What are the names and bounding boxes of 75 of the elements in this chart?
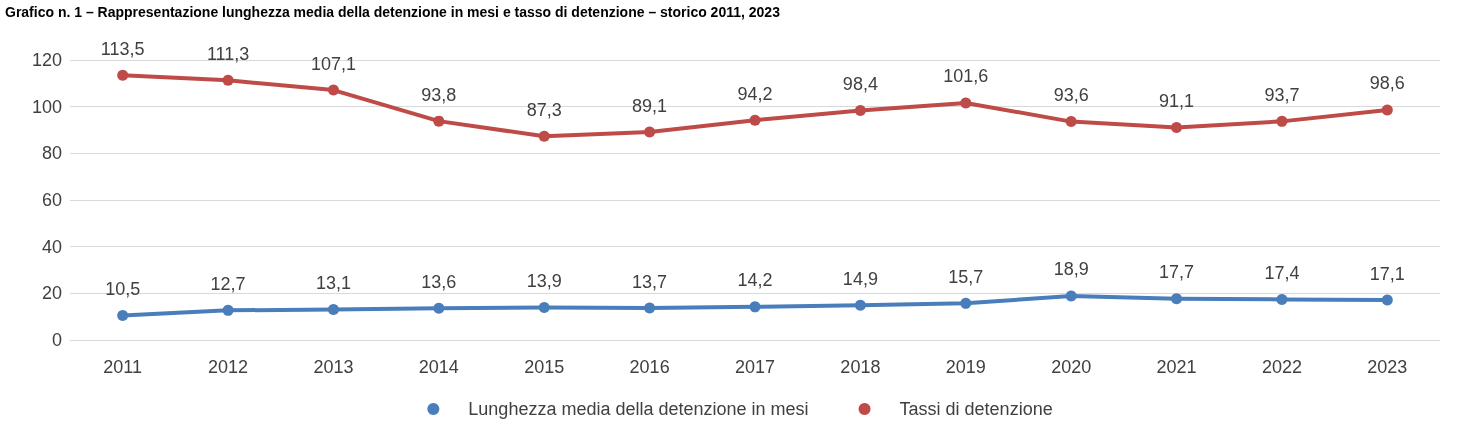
- point: [433, 115, 445, 127]
- data-label: 98,6: [1369, 73, 1405, 94]
- point: [1381, 104, 1393, 116]
- point: [222, 304, 234, 316]
- point: [117, 69, 129, 81]
- data-label: 93,8: [421, 84, 457, 105]
- data-label: 17,1: [1369, 263, 1405, 284]
- y-tick-label: 60: [41, 190, 62, 210]
- x-tick-label: 2012: [208, 357, 249, 377]
- point: [960, 97, 972, 109]
- y-tick-label: 0: [51, 330, 62, 350]
- point: [854, 104, 866, 116]
- x-tick-label: 2018: [840, 357, 881, 377]
- point: [327, 84, 339, 96]
- data-label: 107,1: [310, 53, 356, 74]
- point: [327, 303, 339, 315]
- y-tick-label: 120: [31, 50, 62, 70]
- legend-label: Tassi di detenzione: [899, 399, 1053, 419]
- point: [644, 126, 656, 138]
- point: [1276, 293, 1288, 305]
- point: [433, 302, 445, 314]
- data-label: 93,7: [1264, 84, 1300, 105]
- data-label: 15,7: [948, 266, 984, 287]
- data-label: 17,4: [1264, 262, 1300, 283]
- y-tick-label: 80: [41, 143, 62, 164]
- data-label: 14,2: [737, 270, 773, 291]
- point: [1276, 115, 1288, 127]
- x-tick-label: 2013: [313, 357, 354, 377]
- data-label: 111,3: [206, 43, 250, 64]
- point: [1065, 116, 1077, 128]
- x-tick-label: 2017: [734, 357, 776, 377]
- point: [854, 299, 866, 311]
- data-label: 14,9: [842, 268, 878, 289]
- data-label: 12,7: [210, 273, 246, 294]
- data-label: 13,6: [421, 271, 457, 292]
- x-tick-label: 2022: [1261, 357, 1302, 377]
- point: [1171, 121, 1183, 133]
- x-tick-label: 2014: [418, 357, 459, 377]
- data-label: 93,6: [1053, 85, 1089, 106]
- x-tick-label: 2020: [1051, 357, 1092, 377]
- point: [749, 114, 761, 126]
- data-label: 101,6: [943, 66, 989, 87]
- point: [749, 301, 761, 313]
- data-label: 17,7: [1159, 262, 1195, 283]
- chart-title: Grafico n. 1 – Rappresentazione lunghezza media della detenzione in mesi e tasso di detenzione – storico 2011, 2023: [5, 4, 781, 20]
- point: [1381, 294, 1393, 306]
- data-label: 13,9: [526, 271, 562, 292]
- data-label: 98,4: [842, 73, 878, 94]
- point: [644, 302, 656, 314]
- data-label: 87,3: [526, 99, 562, 120]
- x-tick-label: 2016: [629, 357, 670, 377]
- point: [222, 74, 234, 86]
- point: [538, 302, 550, 314]
- data-label: 13,7: [632, 271, 668, 292]
- point: [1171, 293, 1183, 305]
- x-tick-label: 2015: [524, 357, 565, 377]
- y-tick-label: 40: [41, 236, 62, 257]
- data-label: 13,1: [315, 272, 351, 293]
- data-label: 18,9: [1053, 259, 1089, 280]
- x-tick-label: 2011: [103, 357, 143, 377]
- data-label: 91,1: [1159, 90, 1195, 111]
- y-tick-label: 100: [31, 96, 62, 117]
- data-label: 10,5: [105, 279, 141, 299]
- point: [1065, 290, 1077, 302]
- x-tick-label: 2019: [945, 357, 986, 377]
- point: [117, 310, 129, 321]
- legend-label: Lunghezza media della detenzione in mesi: [468, 399, 809, 419]
- x-tick-label: 2023: [1367, 357, 1408, 377]
- data-label: 113,5: [100, 38, 145, 59]
- x-tick-label: 2021: [1156, 357, 1197, 377]
- data-label: 89,1: [632, 95, 668, 116]
- point: [538, 130, 550, 142]
- point: [960, 297, 972, 309]
- data-label: 94,2: [737, 83, 773, 104]
- y-tick-label: 20: [41, 283, 62, 304]
